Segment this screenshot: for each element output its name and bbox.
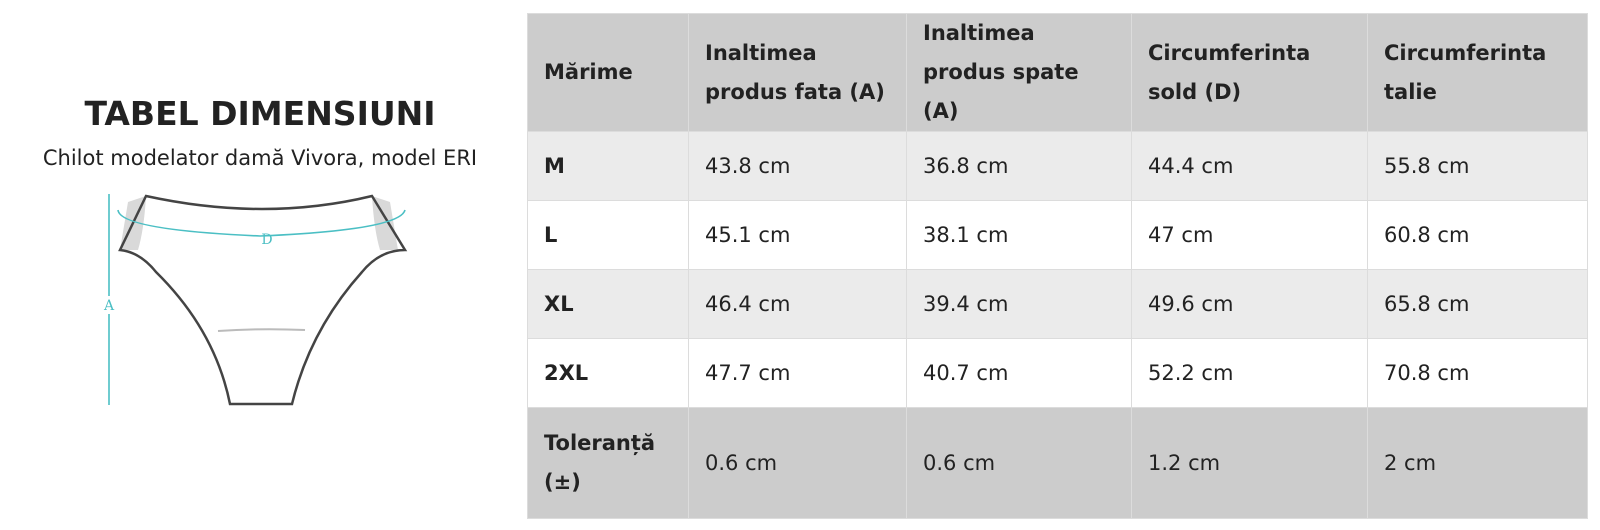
table-cell: 52.2 cm <box>1131 338 1368 408</box>
column-header: Mărime <box>527 13 689 132</box>
table-body: M 43.8 cm 36.8 cm 44.4 cm 55.8 cm L 45.1 cm 38.… <box>527 131 1588 519</box>
size-row: M 43.8 cm 36.8 cm 44.4 cm 55.8 cm <box>527 131 1588 201</box>
table-cell: 45.1 cm <box>688 200 907 270</box>
table-cell: 38.1 cm <box>906 200 1132 270</box>
table-cell: 40.7 cm <box>906 338 1132 408</box>
garment-outline <box>118 194 408 406</box>
column-header-text: Inaltimea produs fata (A) <box>705 40 885 104</box>
column-header: Inaltimea produs fata (A) <box>688 13 907 132</box>
column-header-text: Inaltimea produs spate (A) <box>923 21 1079 123</box>
size-row: 2XL 47.7 cm 40.7 cm 52.2 cm 70.8 cm <box>527 338 1588 408</box>
table-cell: 46.4 cm <box>688 269 907 339</box>
size-row: XL 46.4 cm 39.4 cm 49.6 cm 65.8 cm <box>527 269 1588 339</box>
row-label: L <box>527 200 689 270</box>
table-cell: 70.8 cm <box>1367 338 1588 408</box>
column-header: Circumferinta talie <box>1367 13 1588 132</box>
table-cell: 44.4 cm <box>1131 131 1368 201</box>
table-cell: 2 cm <box>1367 407 1588 519</box>
garment-diagram: D A <box>103 194 408 406</box>
table-cell: 0.6 cm <box>906 407 1132 519</box>
table-cell: 65.8 cm <box>1367 269 1588 339</box>
tolerance-row: Toleranță (±) 0.6 cm 0.6 cm 1.2 cm 2 cm <box>527 407 1588 519</box>
size-info-panel: TABEL DIMENSIUNI Chilot modelator damă V… <box>0 0 520 530</box>
row-label: M <box>527 131 689 201</box>
table-cell: 0.6 cm <box>688 407 907 519</box>
table-cell: 43.8 cm <box>688 131 907 201</box>
table-cell: 39.4 cm <box>906 269 1132 339</box>
column-header-text: Circumferinta talie <box>1384 40 1547 104</box>
measure-label: A <box>103 298 115 314</box>
table-cell: 47.7 cm <box>688 338 907 408</box>
column-header: Inaltimea produs spate (A) <box>906 13 1132 132</box>
table-header: Mărime Inaltimea produs fata (A) Inaltimea… <box>527 13 1588 132</box>
table-cell: 36.8 cm <box>906 131 1132 201</box>
column-header-text: Circumferinta sold (D) <box>1148 40 1311 104</box>
table-cell: 47 cm <box>1131 200 1368 270</box>
row-label: Toleranță (±) <box>527 407 689 519</box>
row-label: 2XL <box>527 338 689 408</box>
label-bg <box>103 296 115 314</box>
subtitle: Chilot modelator damă Vivora, model ERI <box>42 146 478 170</box>
measure-label: D <box>261 232 272 248</box>
table-cell: 60.8 cm <box>1367 200 1588 270</box>
hip-measure-line <box>117 209 406 237</box>
table-cell: 49.6 cm <box>1131 269 1368 339</box>
gusset-seam <box>217 328 306 332</box>
column-header-text: Mărime <box>544 60 633 84</box>
table-cell: 55.8 cm <box>1367 131 1588 201</box>
size-row: L 45.1 cm 38.1 cm 47 cm 60.8 cm <box>527 200 1588 270</box>
header-row: Mărime Inaltimea produs fata (A) Inaltimea… <box>527 13 1588 132</box>
title: TABEL DIMENSIUNI <box>84 94 436 133</box>
row-label: XL <box>527 269 689 339</box>
table-cell: 1.2 cm <box>1131 407 1368 519</box>
side-panel <box>372 196 398 250</box>
column-header: Circumferinta sold (D) <box>1131 13 1368 132</box>
size-table: Mărime Inaltimea produs fata (A) Inaltimea… <box>527 13 1588 519</box>
